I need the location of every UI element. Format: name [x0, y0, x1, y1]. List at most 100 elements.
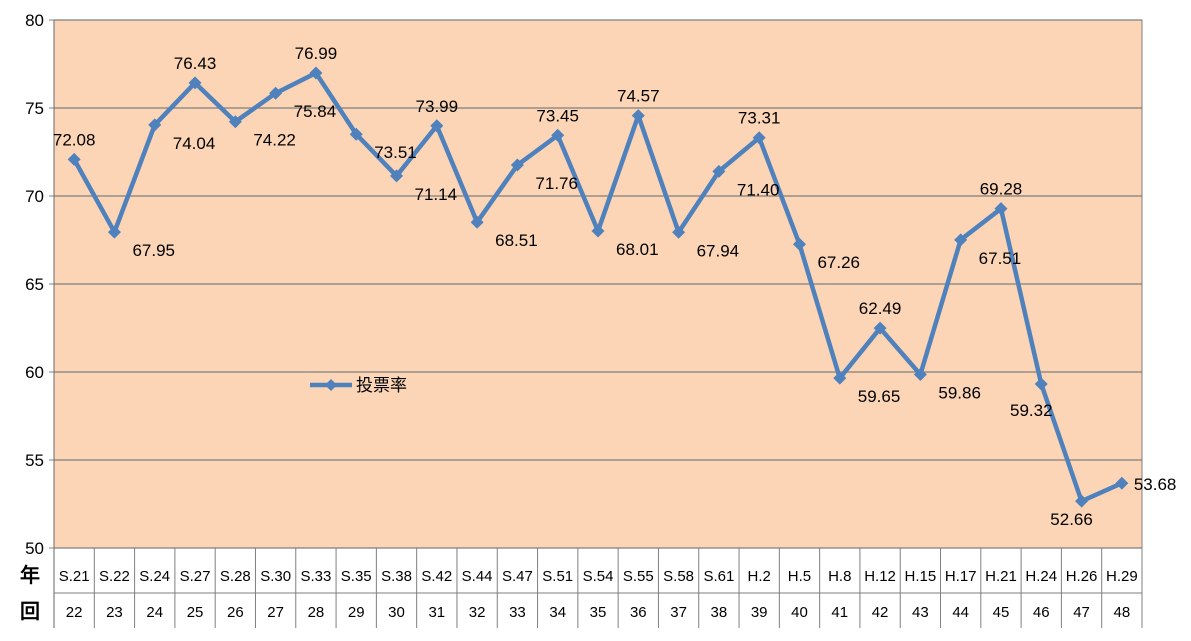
- data-label: 73.99: [416, 97, 459, 116]
- data-point-marker: [1115, 476, 1129, 490]
- session-category-label: 34: [549, 604, 566, 621]
- data-label: 71.76: [535, 174, 578, 193]
- session-category-label: 26: [227, 604, 244, 621]
- data-point-marker: [913, 367, 927, 381]
- data-label: 68.51: [495, 231, 538, 250]
- data-point-marker: [470, 215, 484, 229]
- year-category-label: S.51: [542, 568, 573, 585]
- year-category-label: H.29: [1106, 568, 1138, 585]
- session-category-label: 24: [146, 604, 163, 621]
- year-category-label: S.33: [300, 568, 331, 585]
- data-point-marker: [349, 127, 363, 141]
- data-label: 74.04: [173, 134, 216, 153]
- year-category-label: H.5: [788, 568, 811, 585]
- data-point-marker: [672, 225, 686, 239]
- data-label: 67.26: [817, 253, 860, 272]
- year-category-label: H.21: [985, 568, 1017, 585]
- data-label: 53.68: [1134, 475, 1177, 494]
- year-category-label: H.15: [905, 568, 937, 585]
- session-category-label: 41: [831, 604, 848, 621]
- session-category-label: 25: [187, 604, 204, 621]
- data-label: 59.65: [858, 387, 901, 406]
- session-category-label: 48: [1114, 604, 1131, 621]
- session-category-label: 29: [348, 604, 365, 621]
- data-label: 76.99: [295, 44, 338, 63]
- year-category-label: S.22: [99, 568, 130, 585]
- data-label: 74.57: [617, 87, 660, 106]
- year-category-label: H.17: [945, 568, 977, 585]
- year-category-label: S.42: [421, 568, 452, 585]
- data-label: 67.51: [979, 249, 1022, 268]
- session-category-label: 30: [388, 604, 405, 621]
- data-point-marker: [873, 321, 887, 335]
- year-category-label: S.21: [59, 568, 90, 585]
- year-category-label: H.8: [828, 568, 851, 585]
- data-point-marker: [510, 158, 524, 172]
- data-labels: 72.08 67.95 74.04 76.43 74.22 75.84 76.99 73.51…: [53, 44, 1177, 529]
- y-tick-label: 55: [25, 451, 44, 470]
- data-label: 68.01: [616, 240, 659, 259]
- session-category-label: 32: [469, 604, 486, 621]
- year-category-label: S.54: [583, 568, 614, 585]
- session-category-label: 45: [993, 604, 1010, 621]
- data-point-marker: [551, 128, 565, 142]
- year-category-label: S.28: [220, 568, 251, 585]
- data-label: 76.43: [174, 54, 217, 73]
- y-tick-label: 65: [25, 275, 44, 294]
- data-label: 59.86: [938, 383, 981, 402]
- data-point-marker: [430, 119, 444, 133]
- data-label: 67.95: [132, 241, 175, 260]
- session-category-label: 31: [428, 604, 445, 621]
- y-tick-label: 80: [25, 11, 44, 30]
- data-label: 74.22: [253, 131, 296, 150]
- session-category-label: 33: [509, 604, 526, 621]
- data-label: 59.32: [1010, 401, 1053, 420]
- year-category-label: S.35: [341, 568, 372, 585]
- y-tick-label: 50: [25, 539, 44, 558]
- data-point-marker: [269, 86, 283, 100]
- row-header-year: 年: [20, 563, 40, 587]
- legend-label: 投票率: [356, 376, 407, 395]
- data-label: 67.94: [697, 241, 740, 260]
- year-category-label: S.44: [462, 568, 493, 585]
- year-category-label: H.26: [1066, 568, 1098, 585]
- data-label: 73.51: [374, 143, 417, 162]
- data-point-marker: [309, 66, 323, 80]
- year-category-label: S.30: [260, 568, 291, 585]
- data-point-marker: [994, 202, 1008, 216]
- year-category-label: S.27: [180, 568, 211, 585]
- session-category-label: 43: [912, 604, 929, 621]
- series-line: [67, 66, 1129, 508]
- data-point-marker: [1075, 494, 1089, 508]
- data-label: 52.66: [1050, 510, 1093, 529]
- data-point-marker: [833, 371, 847, 385]
- year-category-label: S.61: [703, 568, 734, 585]
- data-label: 73.31: [738, 109, 781, 128]
- year-category-label: H.2: [748, 568, 771, 585]
- year-category-label: S.47: [502, 568, 533, 585]
- data-point-marker: [390, 169, 404, 183]
- gridlines: [54, 19, 1142, 461]
- legend: 投票率: [310, 376, 407, 395]
- y-tick-label: 75: [25, 99, 44, 118]
- legend-marker-swatch: [325, 379, 337, 391]
- data-point-marker: [228, 115, 242, 129]
- year-category-label: H.24: [1025, 568, 1057, 585]
- session-category-label: 35: [590, 604, 607, 621]
- data-point-marker: [591, 224, 605, 238]
- data-point-marker: [954, 233, 968, 247]
- data-point-marker: [148, 118, 162, 132]
- data-point-marker: [1034, 377, 1048, 391]
- session-category-label: 39: [751, 604, 768, 621]
- data-label: 73.45: [536, 106, 579, 125]
- data-label: 71.14: [415, 185, 458, 204]
- session-category-label: 42: [872, 604, 889, 621]
- session-category-label: 23: [106, 604, 123, 621]
- data-point-marker: [752, 131, 766, 145]
- data-point-marker: [792, 237, 806, 251]
- category-table: S.21 S.22 S.24 S.27 S.28 S.30 S.33 S.35 S.38 S.42…: [20, 547, 1143, 628]
- data-point-marker: [107, 225, 121, 239]
- session-category-label: 37: [670, 604, 687, 621]
- y-tick-label: 70: [25, 187, 44, 206]
